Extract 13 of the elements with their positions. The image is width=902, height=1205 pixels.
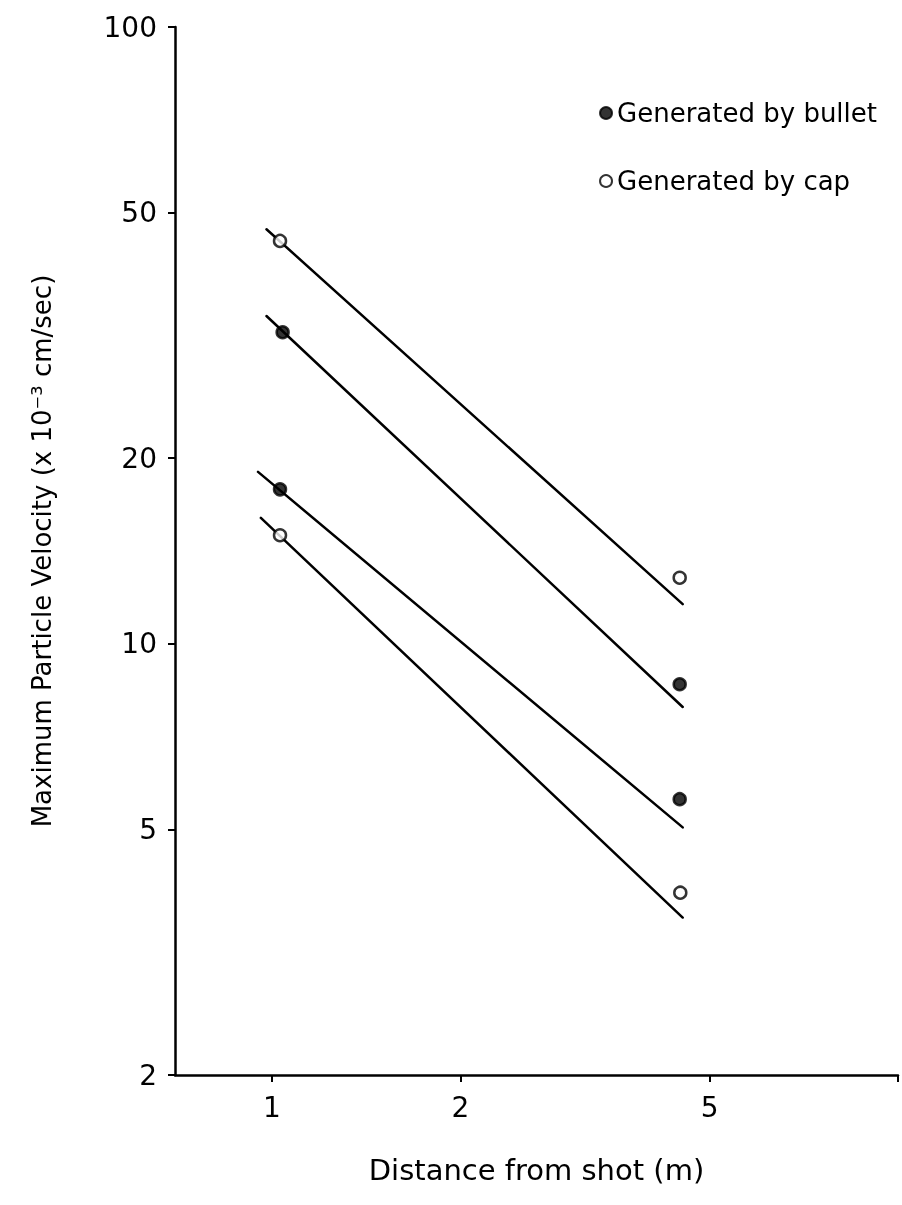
x-tick-label: 2 xyxy=(451,1090,470,1124)
y-tick-label: 100 xyxy=(103,10,157,44)
y-tick-label: 2 xyxy=(139,1058,157,1092)
legend-label: Generated by cap xyxy=(617,166,851,196)
x-tick-label: 1 xyxy=(263,1090,281,1124)
y-tick-label: 10 xyxy=(121,627,157,661)
y-tick-label: 20 xyxy=(121,441,157,475)
y-axis-title: Maximum Particle Velocity (x 10⁻³ cm/sec) xyxy=(27,274,57,828)
x-tick-label: 5 xyxy=(700,1090,719,1124)
x-axis-title: Distance from shot (m) xyxy=(368,1152,705,1187)
y-tick-label: 50 xyxy=(121,196,157,230)
legend-label: Generated by bullet xyxy=(617,98,878,128)
y-tick-label: 5 xyxy=(139,813,157,847)
